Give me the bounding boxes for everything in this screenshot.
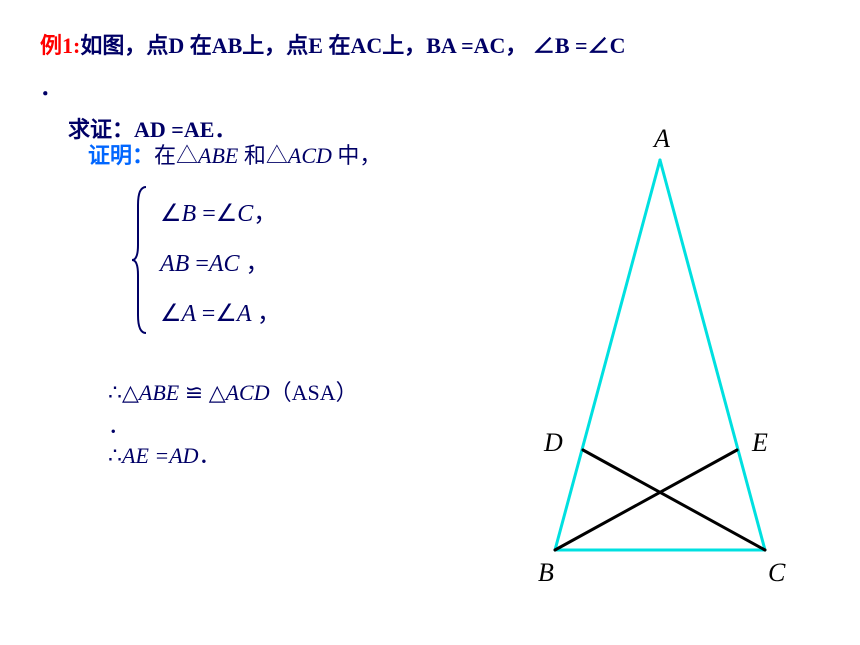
condition-3: ∠A =∠A ， [160,293,281,328]
vertex-label-b: B [538,558,554,588]
conditions-block: ∠B =∠C， AB =AC ， ∠A =∠A ， [130,185,430,335]
vertex-label-a: A [654,124,670,154]
conclusion-1: ∴△ABE ≌ △ACD（ASA） [108,375,358,407]
conclusion-1-period: ． [108,408,130,440]
condition-2: AB =AC ， [160,243,270,278]
conclusion-2: ∴AE =AD． [108,438,221,470]
triangle-diagram: A B C D E [490,130,830,590]
statement-period: ． [40,70,62,102]
proof-intro: 证明：在△ABE 和△ACD 中， [88,138,381,170]
statement-text: 如图，点D 在AB上，点E 在AC上，BA =AC， ∠B =∠C [80,33,625,58]
example-label: 例1: [40,33,80,58]
problem-statement: 例1:如图，点D 在AB上，点E 在AC上，BA =AC， ∠B =∠C [40,28,820,63]
condition-1: ∠B =∠C， [160,193,277,228]
vertex-label-e: E [752,428,768,458]
left-brace-icon [130,185,150,335]
vertex-label-d: D [544,428,563,458]
diagram-svg [490,130,830,590]
vertex-label-c: C [768,558,785,588]
proof-label: 证明： [88,143,154,168]
